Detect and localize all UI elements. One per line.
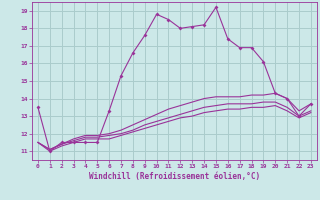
X-axis label: Windchill (Refroidissement éolien,°C): Windchill (Refroidissement éolien,°C) (89, 172, 260, 181)
